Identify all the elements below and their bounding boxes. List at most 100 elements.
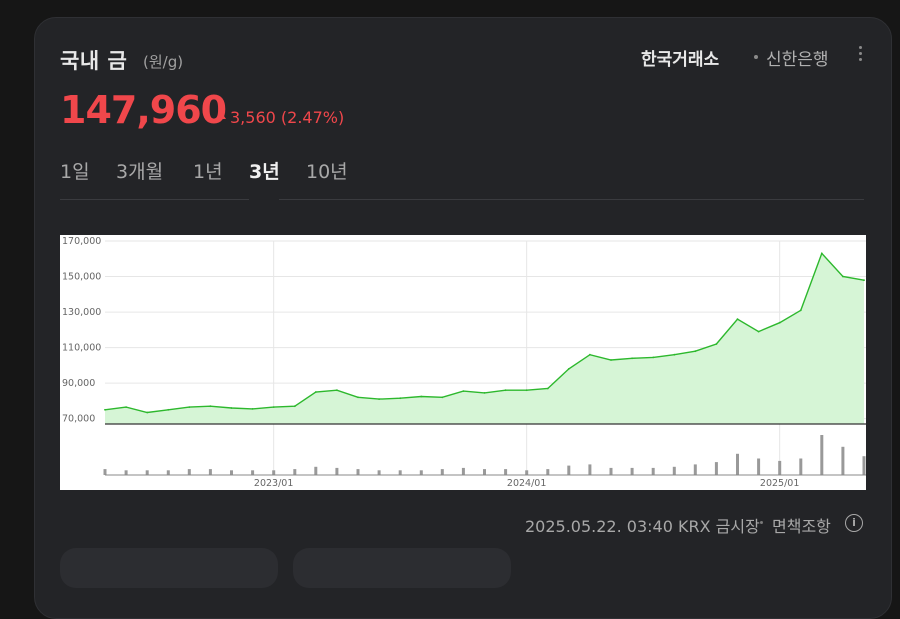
volume-bar	[230, 470, 233, 475]
price-point	[357, 396, 359, 399]
y-tick-label: 70,000	[62, 414, 95, 425]
price-point	[104, 408, 106, 411]
price-point	[631, 357, 633, 360]
volume-bar	[166, 470, 170, 475]
volume-bar	[440, 469, 444, 475]
volume-bar	[251, 470, 255, 475]
price-change: 3,560 (2.47%)	[230, 108, 345, 127]
volume-bar	[841, 446, 845, 475]
current-price: 147,960	[60, 88, 227, 132]
price-point	[694, 350, 697, 353]
price-point	[230, 407, 233, 409]
price-point	[441, 396, 444, 399]
active-tab-indicator	[249, 194, 279, 200]
volume-bar	[145, 470, 149, 475]
source-tab-krx[interactable]: 한국거래소	[641, 50, 720, 70]
price-point	[167, 408, 170, 411]
volume-bar	[398, 470, 402, 475]
price-point	[736, 318, 739, 321]
price-point	[799, 309, 802, 312]
price-area-fill	[105, 253, 864, 424]
tab-1y[interactable]: 1년	[193, 161, 223, 183]
volume-bar	[609, 467, 613, 475]
volume-bar	[525, 470, 529, 475]
volume-bar	[651, 467, 655, 475]
volume-bar	[567, 465, 571, 475]
price-chart[interactable]: 70,000 90,000 110,000 130,000 150,000 170,000…	[60, 235, 866, 490]
source-tab-shinhan[interactable]: 신한은행	[766, 50, 829, 70]
disclaimer-link[interactable]: 면책조항	[772, 517, 831, 536]
price-point	[842, 275, 844, 278]
price-point	[188, 406, 191, 408]
x-tick-label: 2024/01	[507, 478, 546, 489]
price-point	[589, 353, 591, 356]
volume-bar	[630, 467, 634, 475]
volume-bar	[693, 464, 697, 475]
volume-bar	[272, 470, 276, 475]
tab-3m[interactable]: 3개월	[116, 161, 164, 183]
price-point	[462, 390, 465, 392]
volume-bar	[419, 470, 423, 475]
price-point	[209, 405, 212, 408]
volume-bar	[672, 466, 676, 475]
volume-bar	[208, 469, 212, 475]
volume-bar	[293, 469, 297, 475]
volume-bar	[356, 469, 360, 475]
price-point	[483, 392, 486, 394]
info-icon[interactable]: i	[845, 514, 863, 532]
chart-svg: 70,000 90,000 110,000 130,000 150,000 170,000…	[62, 236, 866, 489]
volume-bar	[103, 469, 107, 475]
volume-bar	[820, 435, 824, 475]
price-point	[125, 406, 127, 408]
price-point	[610, 359, 612, 361]
up-arrow-icon	[218, 113, 226, 119]
y-tick-label: 150,000	[62, 272, 101, 283]
page-title: 국내 금	[60, 49, 128, 73]
price-point	[146, 411, 149, 414]
price-point	[378, 398, 380, 400]
volume-bar	[483, 469, 486, 475]
volume-bar	[588, 464, 592, 475]
y-tick-label: 130,000	[62, 307, 101, 318]
price-point	[525, 389, 528, 392]
volume-bar	[799, 458, 803, 475]
more-options-icon[interactable]	[858, 46, 864, 66]
tab-1d[interactable]: 1일	[60, 161, 90, 183]
volume-bar	[504, 469, 508, 475]
price-point	[314, 391, 317, 393]
separator-dot	[754, 55, 758, 59]
bottom-card[interactable]	[60, 548, 278, 588]
separator-dot	[760, 521, 763, 524]
volume-bar	[757, 458, 761, 475]
volume-bar	[314, 466, 318, 475]
volume-bar	[187, 469, 191, 475]
price-point	[251, 408, 254, 410]
price-point	[820, 252, 823, 255]
update-timestamp: 2025.05.22. 03:40 KRX 금시장	[525, 517, 760, 536]
price-point	[272, 406, 275, 408]
price-point	[863, 279, 865, 282]
price-point	[715, 343, 718, 345]
price-point	[504, 389, 507, 392]
price-point	[399, 397, 402, 400]
volume-bar	[461, 467, 465, 475]
price-point	[293, 405, 296, 408]
price-point	[420, 395, 423, 398]
price-point	[673, 353, 676, 356]
y-tick-label: 90,000	[62, 378, 95, 389]
volume-bar	[124, 470, 128, 475]
tab-10y[interactable]: 10년	[306, 161, 348, 183]
volume-bar	[736, 453, 739, 475]
y-tick-label: 110,000	[62, 343, 101, 354]
price-point	[546, 387, 549, 390]
tab-3y[interactable]: 3년	[249, 161, 280, 183]
price-point	[757, 330, 760, 333]
bottom-card[interactable]	[293, 548, 511, 588]
price-point	[567, 368, 570, 370]
tab-divider	[60, 199, 864, 200]
volume-bar	[778, 460, 782, 475]
unit-label: (원/g)	[143, 53, 184, 71]
volume-bar	[335, 467, 339, 475]
volume-bar	[546, 469, 550, 475]
price-point	[336, 389, 338, 392]
